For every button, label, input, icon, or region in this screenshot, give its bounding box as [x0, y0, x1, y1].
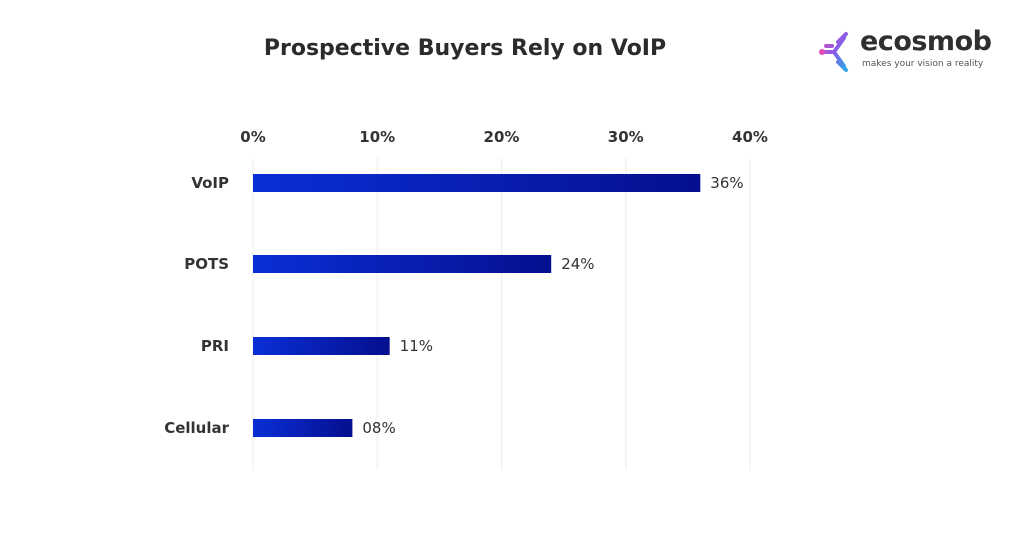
logo-tagline: makes your vision a reality	[862, 59, 984, 69]
ecosmob-logo: ecosmob makes your vision a reality	[816, 26, 992, 75]
category-label: PRI	[201, 337, 229, 355]
x-tick-label: 30%	[608, 128, 644, 146]
bar-pri	[253, 337, 390, 355]
logo-mark-icon	[819, 32, 848, 72]
chart-title: Prospective Buyers Rely on VoIP	[263, 36, 667, 61]
x-tick-label: 10%	[359, 128, 395, 146]
bar-pots	[253, 255, 552, 273]
data-label: 36%	[710, 174, 743, 192]
logo-name: ecosmob	[860, 26, 992, 57]
data-label: 08%	[362, 419, 395, 437]
data-label: 24%	[561, 255, 594, 273]
category-label: Cellular	[164, 419, 229, 437]
x-tick-label: 40%	[732, 128, 768, 146]
x-tick-label: 20%	[484, 128, 520, 146]
bar-cellular	[253, 419, 353, 437]
category-label: POTS	[184, 255, 229, 273]
x-tick-label: 0%	[240, 128, 265, 146]
category-label: VoIP	[191, 174, 229, 192]
data-label: 11%	[400, 337, 433, 355]
bar-voip	[253, 174, 701, 192]
